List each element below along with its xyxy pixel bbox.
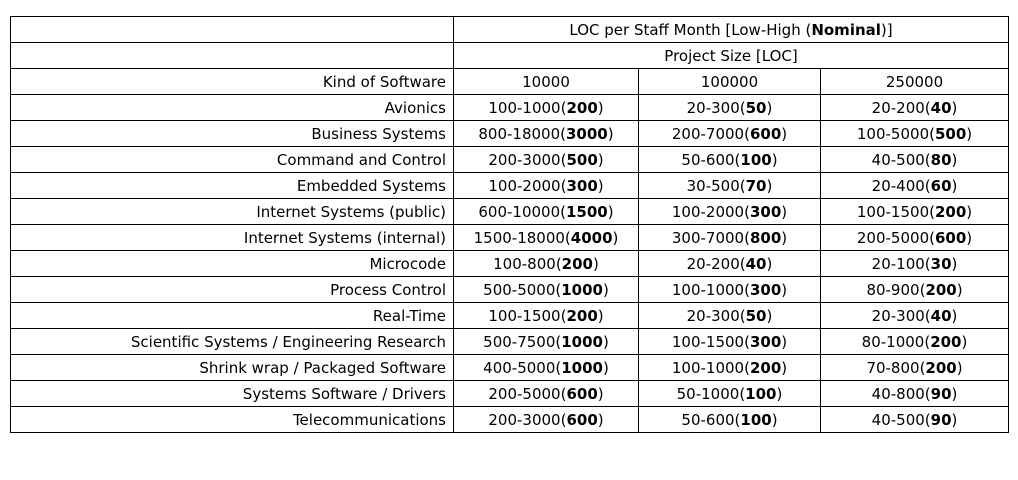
- table-row: Process Control 500-5000(1000) 100-1000(30…: [10, 276, 1010, 303]
- kind-of-software-cell: Process Control: [10, 276, 454, 303]
- loc-value-cell: 400-5000(1000): [453, 354, 639, 381]
- loc-value-cell: 600-10000(1500): [453, 198, 639, 225]
- loc-value-cell: 100-2000(300): [638, 198, 821, 225]
- size-header-0: 10000: [453, 68, 639, 95]
- loc-value-cell: 200-5000(600): [819, 224, 1010, 251]
- blank-corner: [10, 16, 454, 43]
- loc-value-cell: 200-3000(600): [453, 406, 639, 433]
- loc-value-cell: 20-300(50): [638, 94, 821, 121]
- loc-value-cell: 100-1500(200): [819, 198, 1010, 225]
- loc-value-cell: 50-600(100): [638, 406, 821, 433]
- table-title-row: LOC per Staff Month [Low-High (Nominal)]: [10, 16, 1010, 43]
- kind-of-software-cell: Real-Time: [10, 302, 454, 329]
- loc-value-cell: 80-1000(200): [819, 328, 1010, 355]
- loc-value-cell: 1500-18000(4000): [453, 224, 639, 251]
- kind-of-software-cell: Telecommunications: [10, 406, 454, 433]
- loc-value-cell: 50-1000(100): [638, 380, 821, 407]
- loc-value-cell: 100-1500(300): [638, 328, 821, 355]
- loc-value-cell: 20-200(40): [819, 94, 1010, 121]
- column-header-row: Kind of Software 10000 100000 250000: [10, 68, 1010, 95]
- loc-value-cell: 30-500(70): [638, 172, 821, 199]
- loc-value-cell: 100-1000(200): [453, 94, 639, 121]
- loc-value-cell: 100-1000(200): [638, 354, 821, 381]
- kind-of-software-header: Kind of Software: [10, 68, 454, 95]
- loc-value-cell: 800-18000(3000): [453, 120, 639, 147]
- project-size-header: Project Size [LOC]: [452, 42, 1010, 69]
- size-header-2: 250000: [819, 68, 1010, 95]
- loc-value-cell: 200-7000(600): [638, 120, 821, 147]
- blank-corner: [10, 42, 454, 69]
- title-text-suffix: )]: [880, 20, 893, 39]
- table-row: Command and Control 200-3000(500) 50-600(1…: [10, 146, 1010, 173]
- table-title: LOC per Staff Month [Low-High (Nominal)]: [452, 16, 1010, 43]
- loc-per-staff-month-table: LOC per Staff Month [Low-High (Nominal)]…: [10, 16, 1010, 433]
- title-bold-text: Nominal: [811, 20, 881, 39]
- loc-value-cell: 100-5000(500): [819, 120, 1010, 147]
- title-text: LOC per Staff Month [Low-High (: [569, 20, 812, 39]
- table-row: Shrink wrap / Packaged Software 400-5000(…: [10, 354, 1010, 381]
- kind-of-software-cell: Command and Control: [10, 146, 454, 173]
- loc-value-cell: 80-900(200): [819, 276, 1010, 303]
- table-row: Internet Systems (public) 600-10000(1500)…: [10, 198, 1010, 225]
- loc-value-cell: 500-5000(1000): [453, 276, 639, 303]
- kind-of-software-cell: Internet Systems (internal): [10, 224, 454, 251]
- loc-value-cell: 300-7000(800): [638, 224, 821, 251]
- loc-value-cell: 20-200(40): [638, 250, 821, 277]
- kind-of-software-cell: Avionics: [10, 94, 454, 121]
- loc-value-cell: 40-500(90): [819, 406, 1010, 433]
- kind-of-software-cell: Embedded Systems: [10, 172, 454, 199]
- loc-value-cell: 100-800(200): [453, 250, 639, 277]
- loc-value-cell: 500-7500(1000): [453, 328, 639, 355]
- table-row: Embedded Systems 100-2000(300) 30-500(70) 2…: [10, 172, 1010, 199]
- loc-value-cell: 100-2000(300): [453, 172, 639, 199]
- table-row: Real-Time 100-1500(200) 20-300(50) 20-300(4…: [10, 302, 1010, 329]
- loc-value-cell: 100-1000(300): [638, 276, 821, 303]
- loc-value-cell: 40-800(90): [819, 380, 1010, 407]
- table-row: Systems Software / Drivers 200-5000(600) 5…: [10, 380, 1010, 407]
- loc-value-cell: 20-300(40): [819, 302, 1010, 329]
- loc-value-cell: 70-800(200): [819, 354, 1010, 381]
- loc-value-cell: 20-300(50): [638, 302, 821, 329]
- table-body: Avionics 100-1000(200) 20-300(50) 20-200(40…: [10, 94, 1010, 433]
- kind-of-software-cell: Internet Systems (public): [10, 198, 454, 225]
- loc-value-cell: 200-3000(500): [453, 146, 639, 173]
- kind-of-software-cell: Microcode: [10, 250, 454, 277]
- table-row: Business Systems 800-18000(3000) 200-7000(…: [10, 120, 1010, 147]
- kind-of-software-cell: Business Systems: [10, 120, 454, 147]
- table-row: Scientific Systems / Engineering Researc…: [10, 328, 1010, 355]
- table-row: Avionics 100-1000(200) 20-300(50) 20-200(40…: [10, 94, 1010, 121]
- size-header-1: 100000: [638, 68, 821, 95]
- kind-of-software-cell: Systems Software / Drivers: [10, 380, 454, 407]
- kind-of-software-cell: Scientific Systems / Engineering Researc…: [10, 328, 454, 355]
- kind-of-software-cell: Shrink wrap / Packaged Software: [10, 354, 454, 381]
- table-row: Telecommunications 200-3000(600) 50-600(10…: [10, 406, 1010, 433]
- loc-value-cell: 50-600(100): [638, 146, 821, 173]
- table-row: Internet Systems (internal) 1500-18000(40…: [10, 224, 1010, 251]
- loc-value-cell: 20-400(60): [819, 172, 1010, 199]
- table-row: Microcode 100-800(200) 20-200(40) 20-100(30…: [10, 250, 1010, 277]
- loc-value-cell: 40-500(80): [819, 146, 1010, 173]
- loc-value-cell: 20-100(30): [819, 250, 1010, 277]
- loc-value-cell: 100-1500(200): [453, 302, 639, 329]
- project-size-row: Project Size [LOC]: [10, 42, 1010, 69]
- loc-value-cell: 200-5000(600): [453, 380, 639, 407]
